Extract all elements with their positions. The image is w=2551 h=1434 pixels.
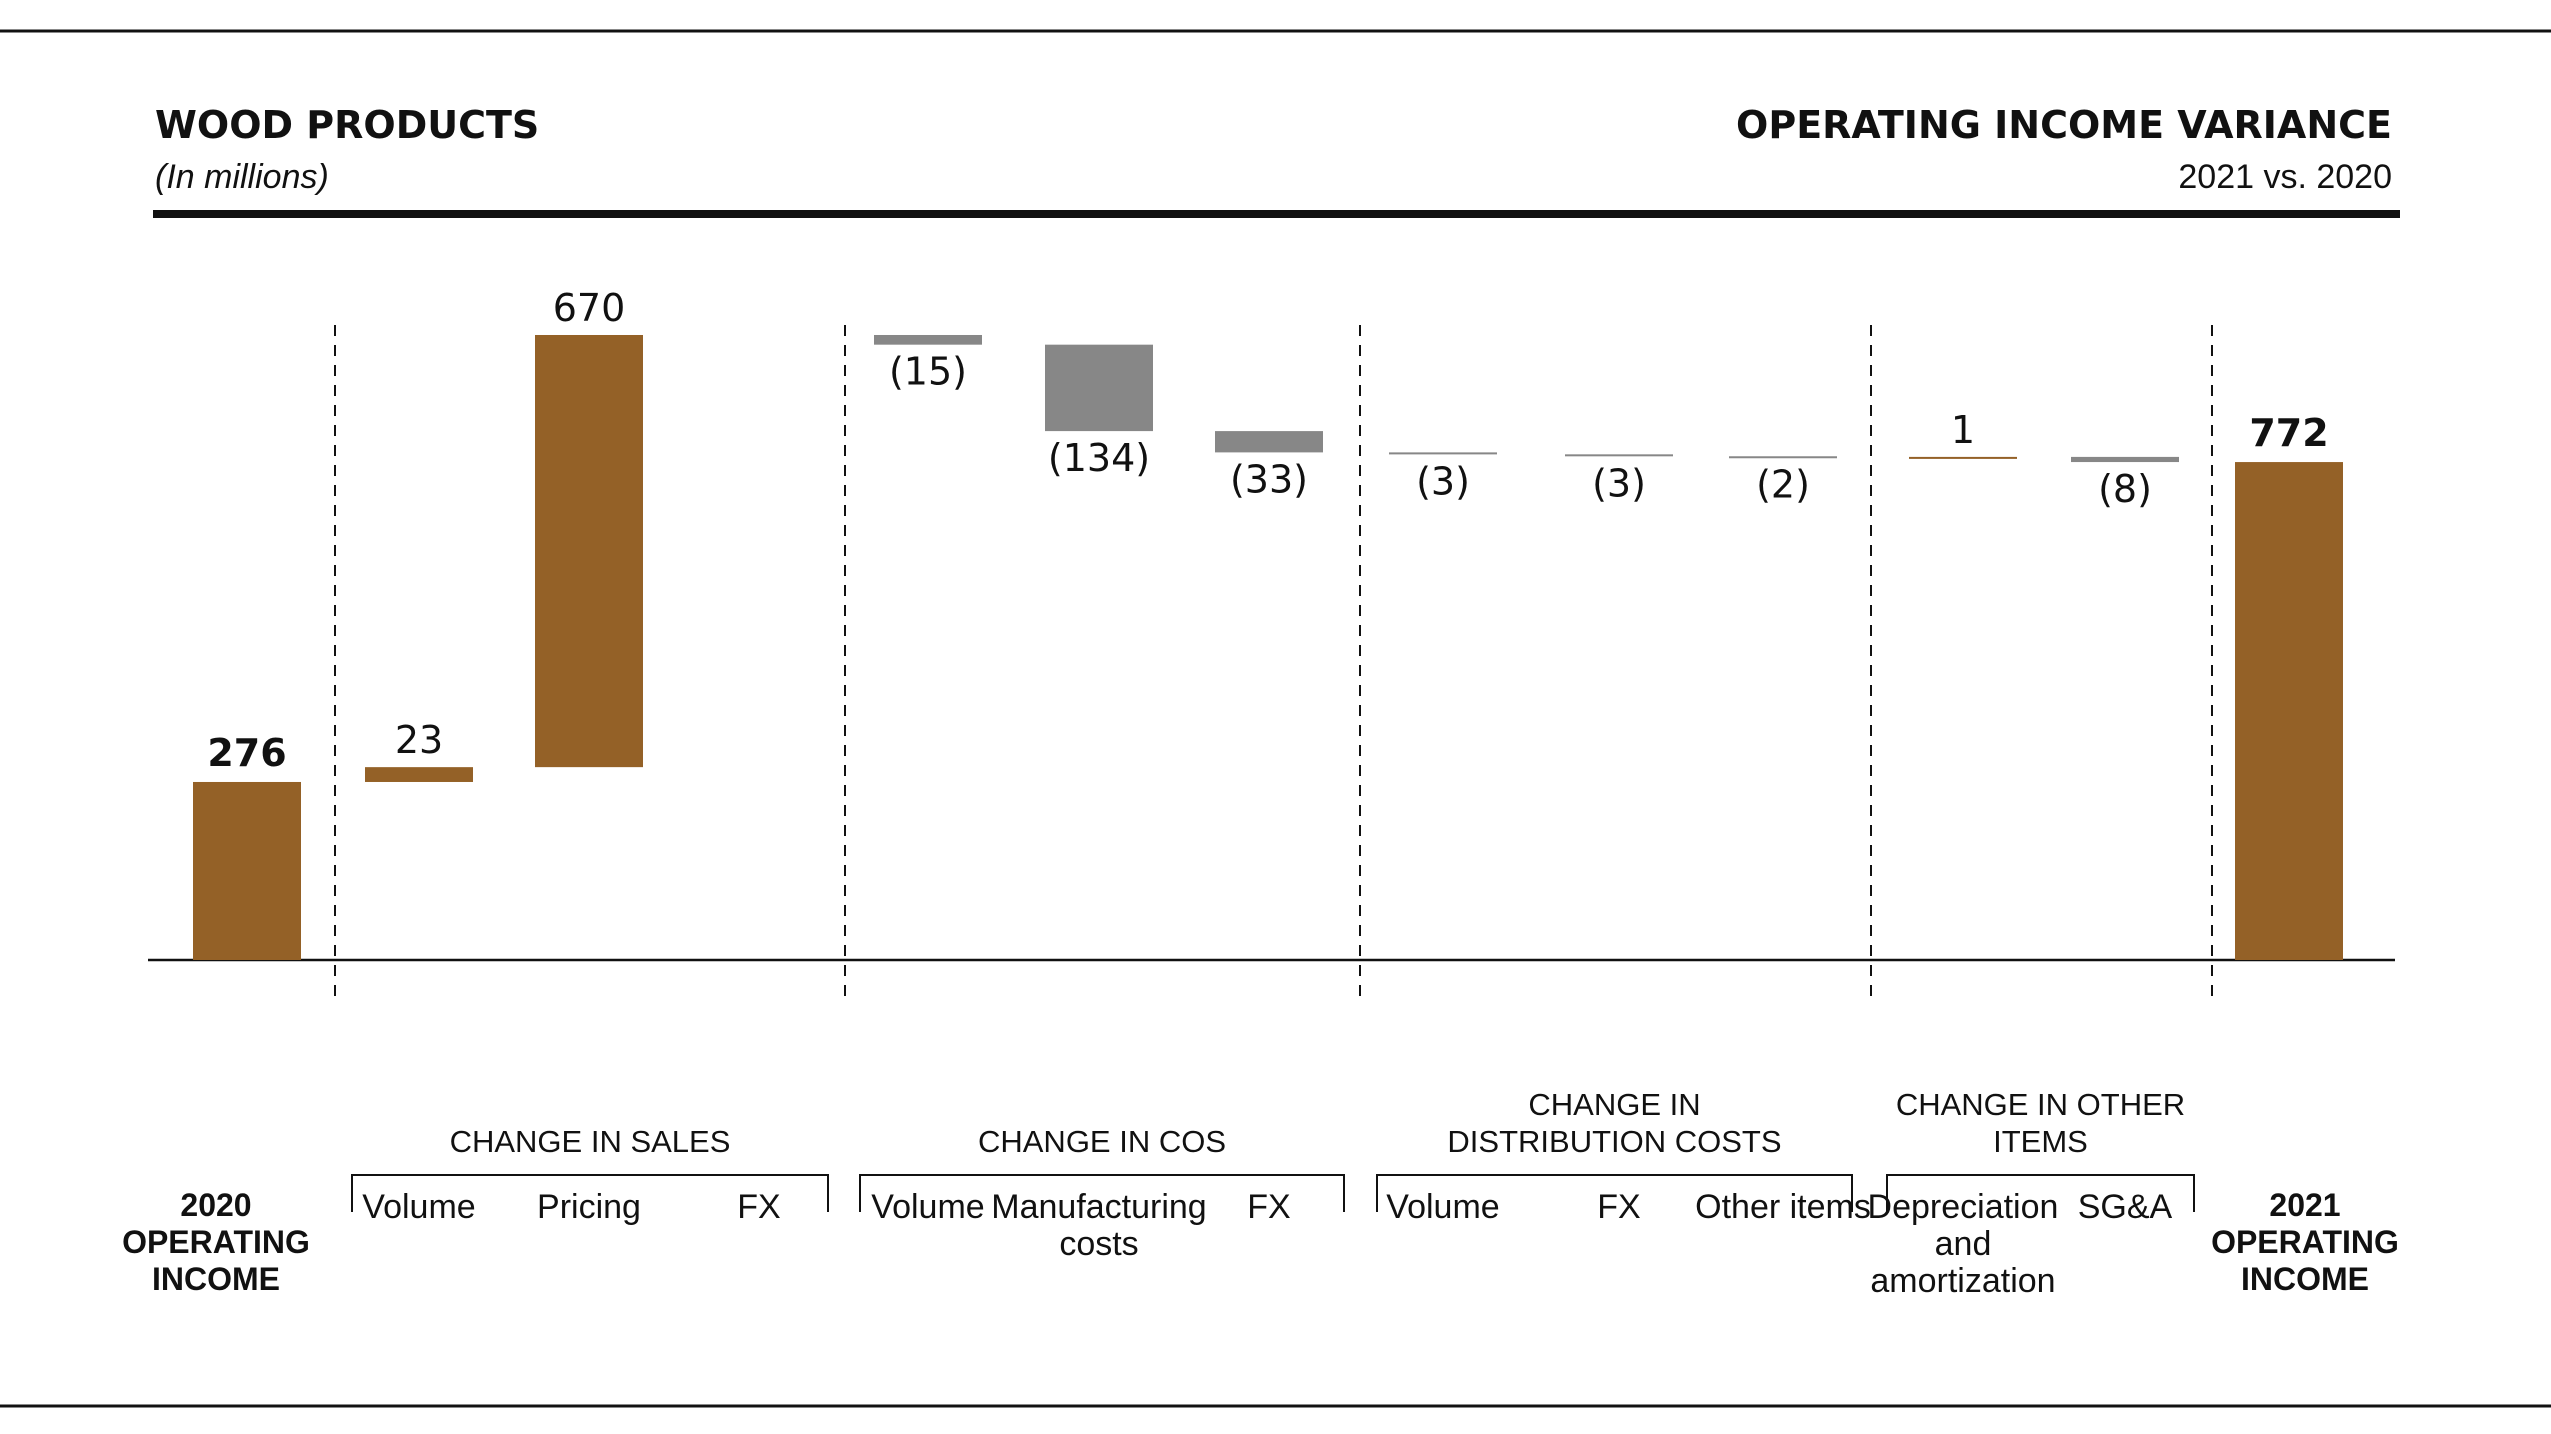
category-label-pricing: Pricing <box>537 1188 641 1226</box>
units-label: (In millions) <box>155 158 329 196</box>
category-label-volume: Volume <box>871 1188 984 1226</box>
value-label-other-items: (2) <box>1756 463 1810 507</box>
value-labels-layer: 276 23 670 (15) (134) (33) (3) (3) (2) 1 (8) 772 <box>207 286 2328 775</box>
group-label-change-in-other-items: CHANGE IN OTHER ITEMS <box>1896 1087 2185 1159</box>
value-label-volume: (3) <box>1416 459 1470 503</box>
value-label-manufacturing-costs: (134) <box>1048 436 1150 480</box>
bar-change-in-other-items-depreciation-and-amortization <box>1909 456 2017 459</box>
group-label-change-in-sales: CHANGE IN SALES <box>450 1124 731 1159</box>
value-label-fx: (3) <box>1592 461 1646 505</box>
group-labels-layer: CHANGE IN SALES CHANGE IN COS CHANGE IN DIS… <box>450 1087 2186 1159</box>
group-bracket-change-in-distribution-costs <box>1376 1174 1853 1212</box>
category-label-volume: Volume <box>1386 1188 1499 1226</box>
category-label-fx: FX <box>737 1188 780 1226</box>
category-label-fx: FX <box>1247 1188 1290 1226</box>
bar-change-in-distribution-costs-other-items <box>1729 456 1837 459</box>
variance-title: OPERATING INCOME VARIANCE <box>1736 103 2392 147</box>
bar-change-in-sales-volume <box>365 767 473 782</box>
bar-change-in-sales-pricing <box>535 334 643 768</box>
category-label-depreciation-and-amortization: Depreciation and amortization <box>1868 1188 2059 1300</box>
value-label-start: 276 <box>207 731 286 775</box>
bar-change-in-distribution-costs-volume <box>1389 452 1497 455</box>
group-brackets-layer <box>351 1174 2195 1212</box>
group-dividers <box>334 325 2213 1003</box>
group-bracket-change-in-sales <box>351 1174 829 1212</box>
comparison-period: 2021 vs. 2020 <box>2178 158 2392 196</box>
bar-change-in-other-items-sg-a <box>2071 456 2179 463</box>
value-label-volume: 23 <box>395 718 443 762</box>
bar-change-in-cos-manufacturing-costs <box>1045 344 1153 432</box>
bar-2020-operating-income <box>193 781 301 960</box>
category-label-sg-a: SG&A <box>2078 1188 2173 1226</box>
value-label-fx: (33) <box>1230 457 1308 501</box>
group-bracket-change-in-other-items <box>1886 1174 2195 1212</box>
chart-title: WOOD PRODUCTS <box>155 103 539 147</box>
category-label-fx: FX <box>1597 1188 1640 1226</box>
group-bracket-change-in-cos <box>859 1174 1345 1212</box>
category-label-end: 2021 OPERATING INCOME <box>2211 1187 2399 1297</box>
bar-change-in-cos-fx <box>1215 431 1323 453</box>
bars-layer <box>193 334 2343 960</box>
category-label-manufacturing-costs: Manufacturing costs <box>991 1188 1206 1263</box>
value-label-sg-a: (8) <box>2098 467 2152 511</box>
value-label-end: 772 <box>2249 411 2328 455</box>
group-label-change-in-cos: CHANGE IN COS <box>978 1124 1226 1159</box>
category-label-start: 2020 OPERATING INCOME <box>122 1187 310 1297</box>
category-label-other-items: Other items <box>1695 1188 1871 1226</box>
category-labels-layer: Volume Pricing FX Volume Manufacturing costsF… <box>122 1187 2399 1300</box>
bar-change-in-cos-volume <box>874 334 982 345</box>
value-label-pricing: 670 <box>553 286 626 330</box>
value-label-volume: (15) <box>889 350 967 394</box>
category-label-volume: Volume <box>362 1188 475 1226</box>
group-label-change-in-distribution-costs: CHANGE IN DISTRIBUTION COSTS <box>1447 1087 1781 1159</box>
value-label-depreciation-and-amortization: 1 <box>1951 408 1975 452</box>
bar-2021-operating-income <box>2235 462 2343 960</box>
bar-change-in-distribution-costs-fx <box>1565 454 1673 457</box>
